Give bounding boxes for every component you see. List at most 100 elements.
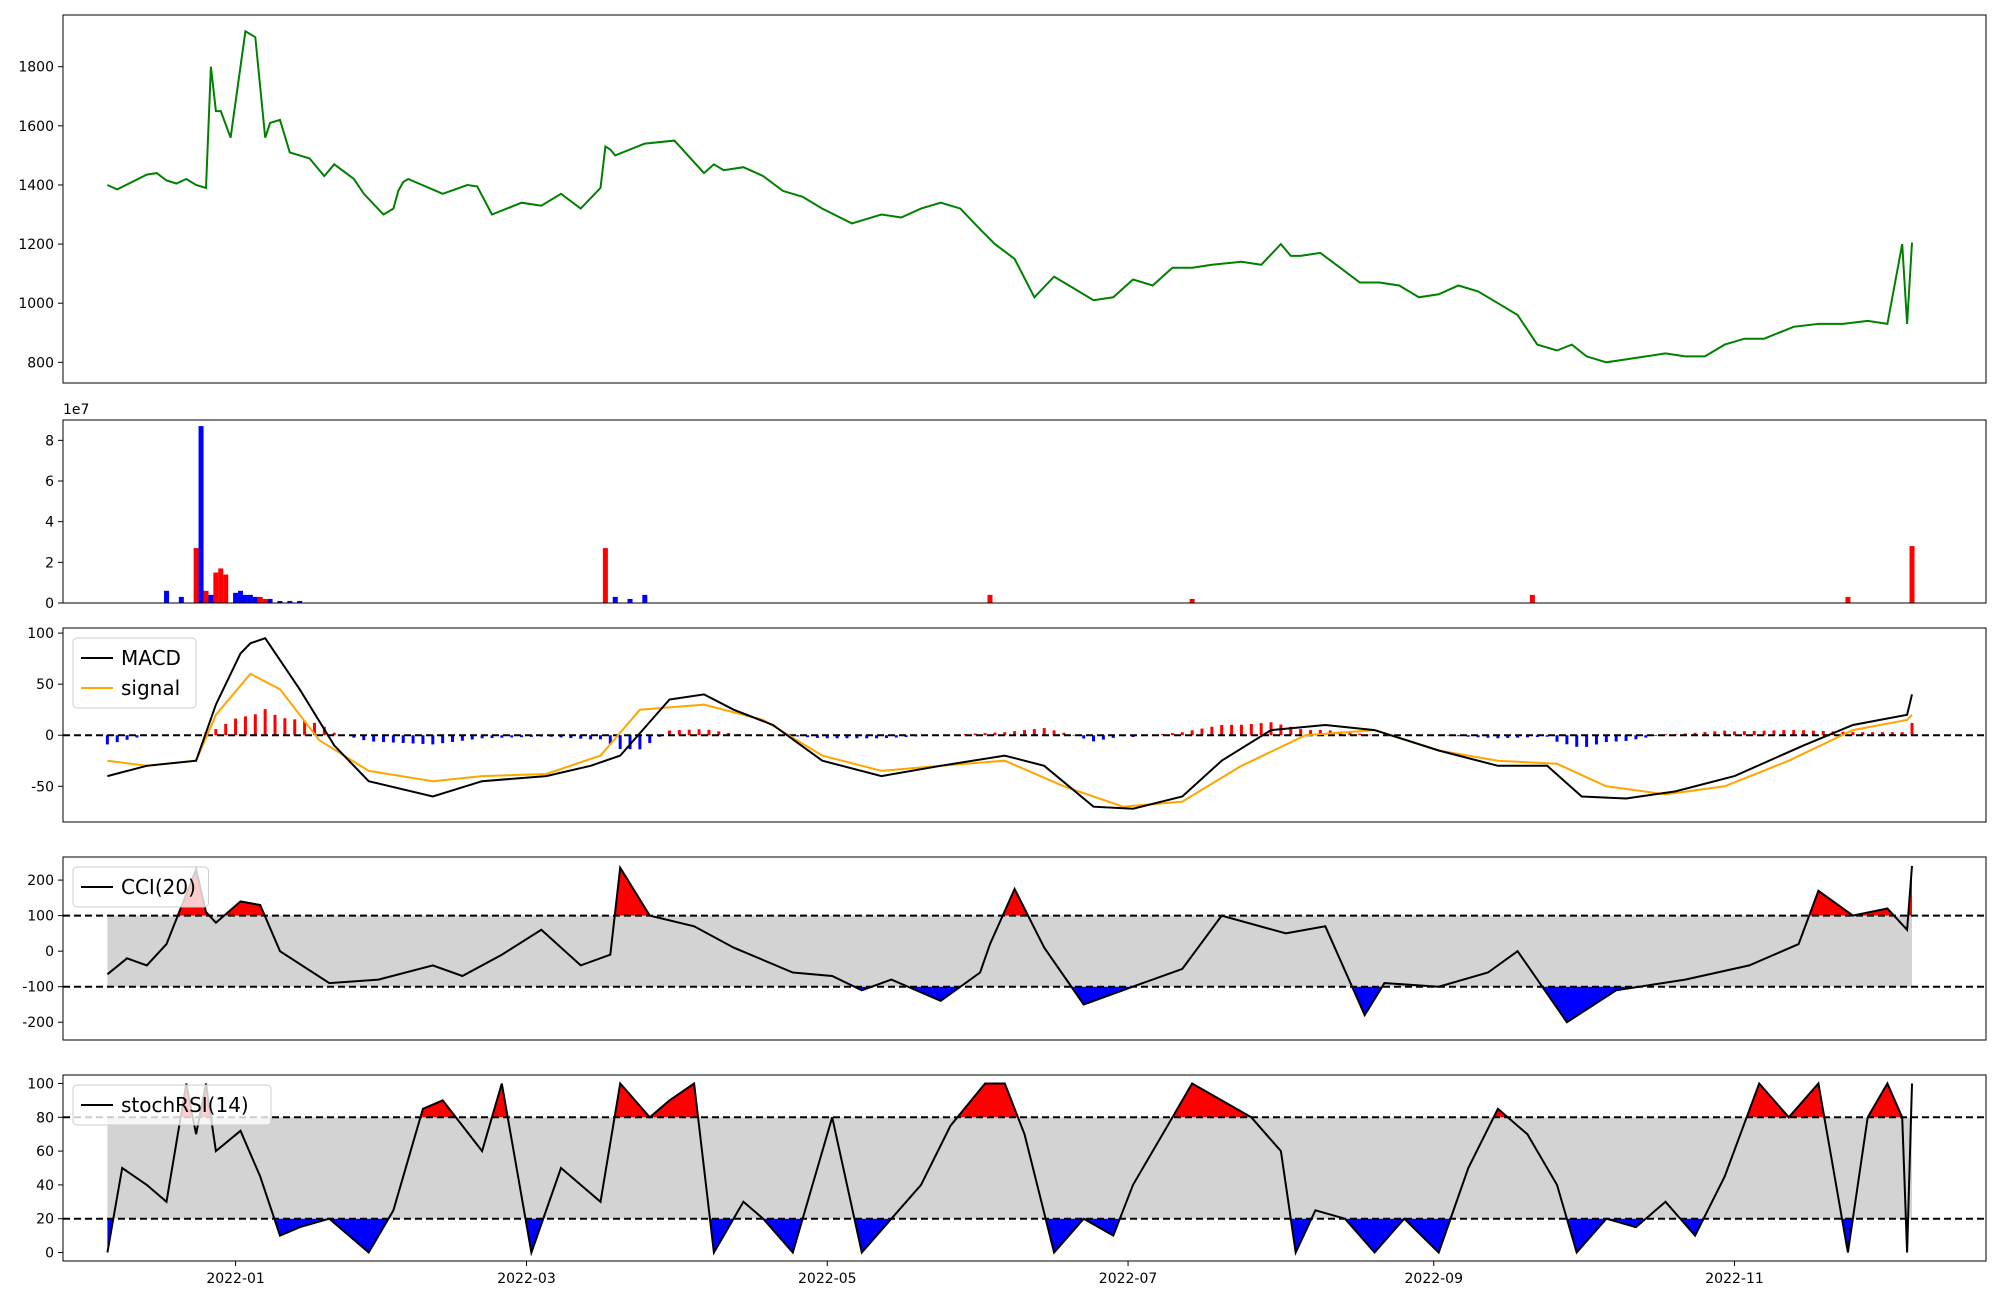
volume-bar <box>179 597 184 603</box>
volume-bar <box>248 595 253 603</box>
macd-histogram-bar <box>224 724 227 735</box>
macd-histogram-bar <box>1605 735 1608 742</box>
macd-histogram-bar <box>234 719 237 736</box>
volume-bar <box>223 575 228 603</box>
cci-ytick-label: 0 <box>45 944 54 960</box>
macd-histogram-bar <box>264 709 267 735</box>
xtick-label: 2022-07 <box>1099 1271 1158 1287</box>
macd-histogram-bar <box>1743 731 1746 735</box>
macd-histogram-bar <box>1240 725 1243 735</box>
macd-histogram-bar <box>1575 735 1578 747</box>
macd-histogram-bar <box>619 735 622 749</box>
macd-histogram-bar <box>1250 724 1253 735</box>
price-ytick-label: 1200 <box>18 237 54 253</box>
price-ytick-label: 800 <box>27 355 54 371</box>
cci-ytick-label: 100 <box>27 909 54 925</box>
macd-histogram-bar <box>638 735 641 749</box>
volume-bar <box>203 591 208 603</box>
macd-histogram-bar <box>648 735 651 743</box>
price-ytick-label: 1000 <box>18 296 54 312</box>
volume-ytick-label: 6 <box>45 474 54 490</box>
macd-histogram-bar <box>382 735 385 742</box>
volume-bar <box>208 595 213 603</box>
macd-histogram-bar <box>1171 733 1174 735</box>
volume-bar <box>238 591 243 603</box>
macd-histogram-bar <box>1467 735 1470 737</box>
price-series-line <box>107 31 1912 362</box>
macd-ytick-label: 100 <box>27 626 54 642</box>
macd-histogram-bar <box>1585 735 1588 747</box>
xtick-label: 2022-03 <box>497 1271 556 1287</box>
volume-bar <box>268 599 273 603</box>
volume-bar <box>1910 546 1915 603</box>
macd-histogram-bar <box>106 735 109 744</box>
macd-histogram-bar <box>283 718 286 735</box>
price-ytick-label: 1600 <box>18 119 54 135</box>
cci-ytick-label: -200 <box>22 1015 54 1031</box>
macd-histogram-bar <box>392 735 395 742</box>
macd-histogram-bar <box>599 735 602 739</box>
macd-ytick-label: -50 <box>31 779 54 795</box>
macd-histogram-bar <box>116 735 119 742</box>
macd-histogram-bar <box>214 729 217 735</box>
cci-neutral-band <box>107 916 1912 987</box>
macd-histogram-bar <box>984 733 987 735</box>
cci-oversold-fill <box>1542 987 1639 1023</box>
cci-ytick-label: 200 <box>27 873 54 889</box>
macd-histogram-bar <box>1230 725 1233 735</box>
volume-ytick-label: 4 <box>45 515 54 531</box>
macd-histogram-bar <box>1911 723 1914 735</box>
macd-ytick-label: 0 <box>45 728 54 744</box>
volume-ytick-label: 8 <box>45 433 54 449</box>
volume-bar <box>243 595 248 603</box>
stochrsi-neutral-band <box>107 1117 1912 1218</box>
volume-bar <box>603 548 608 603</box>
price-ytick-label: 1800 <box>18 60 54 76</box>
macd-histogram-bar <box>421 735 424 744</box>
stochrsi-legend-label: stochRSI(14) <box>121 1093 249 1117</box>
macd-histogram-bar <box>1644 735 1647 737</box>
volume-bar <box>628 599 633 603</box>
macd-histogram-bar <box>402 735 405 743</box>
macd-legend-label: signal <box>121 676 180 700</box>
macd-histogram-bar <box>885 735 888 738</box>
xtick-label: 2022-09 <box>1405 1271 1464 1287</box>
macd-histogram-bar <box>1270 722 1273 735</box>
macd-histogram-bar <box>1181 732 1184 735</box>
stochrsi-ytick-label: 60 <box>36 1144 54 1160</box>
stochrsi-overbought-fill <box>957 1084 1018 1118</box>
stochrsi-ytick-label: 20 <box>36 1212 54 1228</box>
stochrsi-overbought-fill <box>1172 1084 1251 1118</box>
macd-histogram-bar <box>274 715 277 735</box>
volume-bar <box>258 597 263 603</box>
stochrsi-ytick-label: 100 <box>27 1076 54 1092</box>
macd-histogram-bar <box>1565 735 1568 744</box>
volume-bar <box>253 597 258 603</box>
macd-histogram-bar <box>510 735 513 737</box>
macd-histogram-bar <box>895 735 898 737</box>
macd-legend-label: MACD <box>121 646 181 670</box>
macd-histogram-bar <box>412 735 415 743</box>
macd-histogram-bar <box>254 714 257 735</box>
xtick-label: 2022-11 <box>1705 1271 1764 1287</box>
volume-bar <box>1190 599 1195 603</box>
macd-series-line <box>107 638 1912 809</box>
macd-histogram-bar <box>1210 727 1213 735</box>
stochrsi-oversold-fill <box>1345 1219 1404 1253</box>
volume-ytick-label: 2 <box>45 555 54 571</box>
macd-histogram-bar <box>1556 735 1559 741</box>
macd-histogram-bar <box>1595 735 1598 744</box>
signal-series-line <box>107 674 1912 807</box>
macd-histogram-bar <box>441 735 444 743</box>
macd-histogram-bar <box>1220 725 1223 735</box>
volume-bar <box>164 591 169 603</box>
price-ytick-label: 1400 <box>18 178 54 194</box>
cci-overbought-fill <box>1003 889 1028 916</box>
volume-bar <box>1845 597 1850 603</box>
xtick-label: 2022-01 <box>206 1271 265 1287</box>
macd-histogram-bar <box>1358 734 1361 736</box>
macd-histogram-bar <box>500 735 503 737</box>
volume-bar <box>218 568 223 603</box>
volume-bar <box>194 548 199 603</box>
